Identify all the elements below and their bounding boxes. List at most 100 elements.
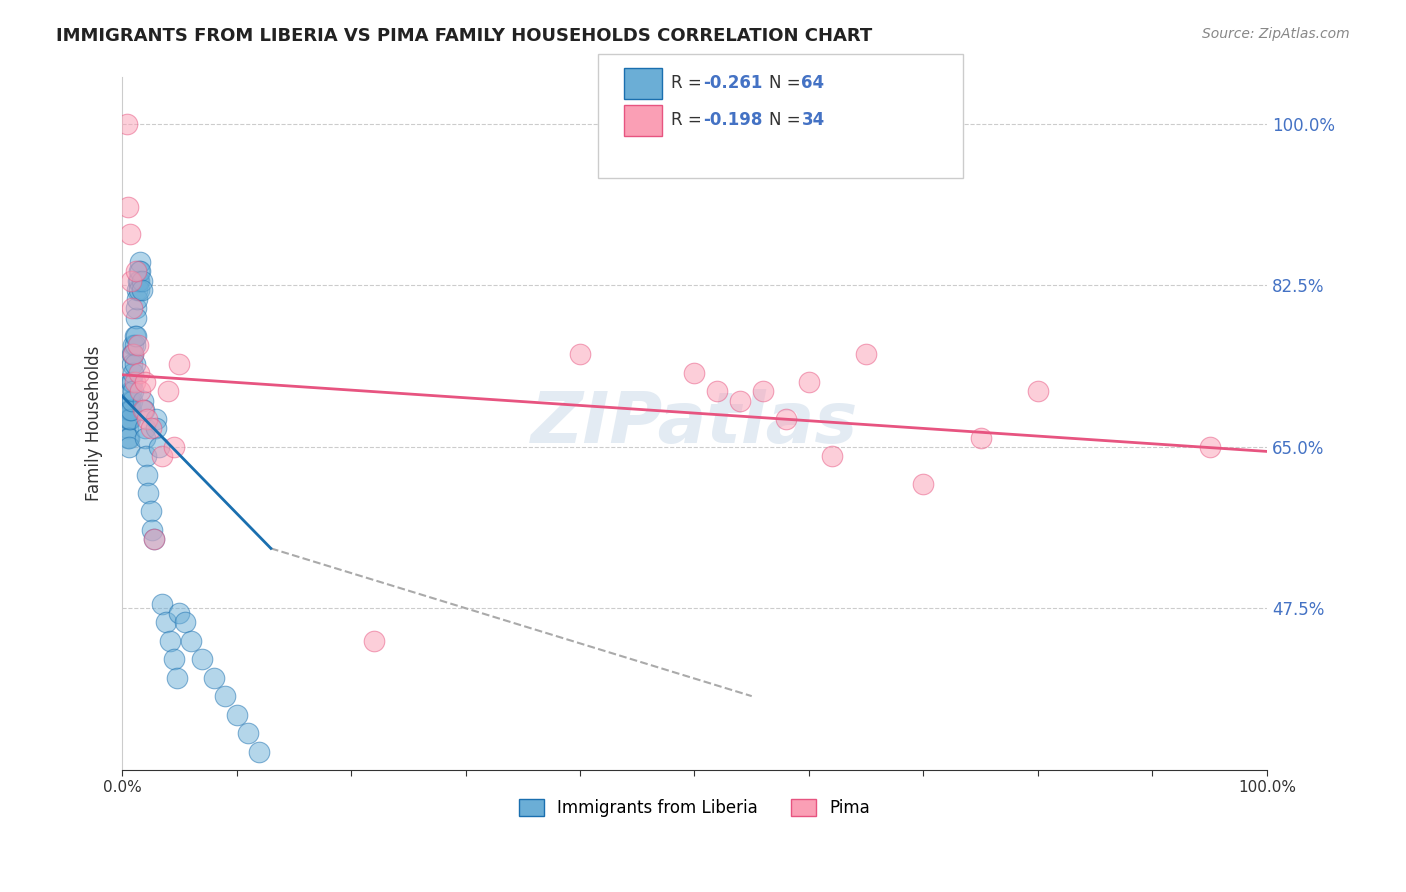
Point bbox=[138, 486, 160, 500]
Text: 64: 64 bbox=[801, 74, 824, 92]
Point bbox=[174, 615, 197, 630]
Point bbox=[122, 384, 145, 399]
Point bbox=[124, 375, 146, 389]
Point bbox=[569, 347, 592, 361]
Point bbox=[134, 431, 156, 445]
Point bbox=[249, 745, 271, 759]
Point bbox=[136, 467, 159, 482]
Point bbox=[117, 200, 139, 214]
Point bbox=[191, 652, 214, 666]
Point bbox=[120, 384, 142, 399]
Point bbox=[129, 264, 152, 278]
Point bbox=[129, 384, 152, 399]
Point bbox=[166, 671, 188, 685]
Point bbox=[117, 431, 139, 445]
Point bbox=[122, 366, 145, 380]
Point bbox=[118, 402, 141, 417]
Point bbox=[121, 393, 143, 408]
Point bbox=[117, 421, 139, 435]
Point bbox=[169, 606, 191, 620]
Point bbox=[125, 310, 148, 325]
Point bbox=[214, 689, 236, 703]
Point bbox=[912, 476, 935, 491]
Point bbox=[363, 633, 385, 648]
Point bbox=[1026, 384, 1049, 399]
Point bbox=[225, 707, 247, 722]
Text: IMMIGRANTS FROM LIBERIA VS PIMA FAMILY HOUSEHOLDS CORRELATION CHART: IMMIGRANTS FROM LIBERIA VS PIMA FAMILY H… bbox=[56, 27, 873, 45]
Point bbox=[162, 652, 184, 666]
Point bbox=[134, 421, 156, 435]
Point bbox=[121, 357, 143, 371]
Point bbox=[118, 412, 141, 426]
Point bbox=[120, 402, 142, 417]
Point bbox=[159, 633, 181, 648]
Point bbox=[202, 671, 225, 685]
Point bbox=[706, 384, 728, 399]
Point bbox=[128, 283, 150, 297]
Point bbox=[156, 384, 179, 399]
Point bbox=[970, 431, 993, 445]
Point bbox=[180, 633, 202, 648]
Point bbox=[118, 431, 141, 445]
Point bbox=[683, 366, 706, 380]
Text: -0.198: -0.198 bbox=[703, 112, 762, 129]
Point bbox=[1198, 440, 1220, 454]
Point bbox=[155, 615, 177, 630]
Point bbox=[821, 449, 844, 463]
Text: -0.261: -0.261 bbox=[703, 74, 762, 92]
Point bbox=[145, 421, 167, 435]
Point bbox=[775, 412, 797, 426]
Point bbox=[115, 117, 138, 131]
Point bbox=[125, 301, 148, 316]
Legend: Immigrants from Liberia, Pima: Immigrants from Liberia, Pima bbox=[512, 792, 877, 824]
Point bbox=[128, 274, 150, 288]
Point bbox=[128, 264, 150, 278]
Point bbox=[124, 338, 146, 352]
Point bbox=[125, 329, 148, 343]
Point bbox=[797, 375, 820, 389]
Point bbox=[131, 402, 153, 417]
Point bbox=[131, 274, 153, 288]
Point bbox=[121, 347, 143, 361]
Point bbox=[855, 347, 877, 361]
Point bbox=[120, 412, 142, 426]
Point bbox=[141, 523, 163, 537]
Point bbox=[120, 393, 142, 408]
Point bbox=[135, 449, 157, 463]
Point bbox=[121, 301, 143, 316]
Point bbox=[131, 283, 153, 297]
Point bbox=[752, 384, 775, 399]
Point bbox=[127, 338, 149, 352]
Point bbox=[148, 440, 170, 454]
Point bbox=[125, 292, 148, 306]
Point bbox=[125, 283, 148, 297]
Point bbox=[118, 440, 141, 454]
Point bbox=[125, 264, 148, 278]
Point bbox=[122, 347, 145, 361]
Point bbox=[162, 440, 184, 454]
Point bbox=[136, 412, 159, 426]
Text: 34: 34 bbox=[801, 112, 825, 129]
Text: Source: ZipAtlas.com: Source: ZipAtlas.com bbox=[1202, 27, 1350, 41]
Point bbox=[139, 421, 162, 435]
Point bbox=[143, 532, 166, 546]
Text: ZIPatlas: ZIPatlas bbox=[531, 389, 858, 458]
Point bbox=[131, 393, 153, 408]
Point bbox=[120, 402, 142, 417]
Text: N =: N = bbox=[769, 112, 806, 129]
Point bbox=[122, 347, 145, 361]
Point bbox=[730, 393, 752, 408]
Point bbox=[124, 329, 146, 343]
Point bbox=[236, 726, 259, 740]
Point bbox=[127, 274, 149, 288]
Point bbox=[120, 375, 142, 389]
Point bbox=[132, 402, 155, 417]
Point bbox=[169, 357, 191, 371]
Point bbox=[124, 357, 146, 371]
Point bbox=[139, 504, 162, 518]
Point bbox=[150, 597, 173, 611]
Point bbox=[120, 227, 142, 242]
Text: N =: N = bbox=[769, 74, 806, 92]
Point bbox=[128, 366, 150, 380]
Point bbox=[120, 274, 142, 288]
